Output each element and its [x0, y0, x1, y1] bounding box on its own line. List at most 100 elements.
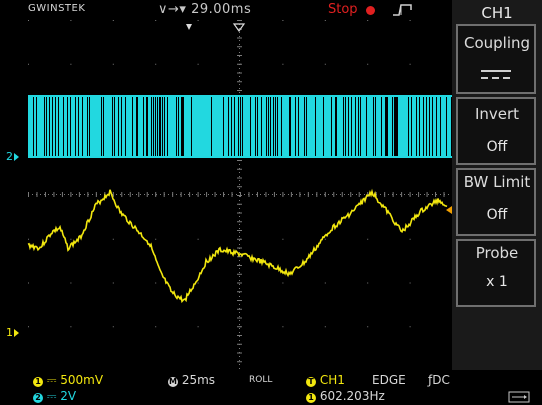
ch1-scale-value: 500mV	[60, 373, 104, 387]
ch2-signal-gap	[101, 97, 102, 156]
ch2-signal-gap	[147, 97, 148, 156]
ch2-signal-gap	[366, 97, 367, 156]
ch2-signal-gap	[304, 97, 305, 156]
ch2-signal-gap	[238, 97, 239, 156]
ch2-signal-gap	[387, 97, 388, 156]
ch2-signal-gap	[395, 97, 396, 156]
ch2-signal-gap	[257, 97, 258, 156]
ch2-signal-gap	[440, 97, 441, 156]
ch2-signal-gap	[46, 97, 47, 156]
ch2-signal-gap	[78, 97, 79, 156]
ch2-signal-gap	[49, 97, 50, 156]
ch2-signal-gap	[44, 97, 45, 156]
dc-coupling-small-icon: ⎓	[46, 373, 57, 387]
ch2-signal-gap	[432, 97, 433, 156]
acquisition-mode: ROLL	[249, 375, 273, 385]
ch2-signal-gap	[242, 97, 243, 156]
time-scale: M 25ms	[168, 373, 215, 387]
invert-value: Off	[486, 139, 508, 155]
ch2-signal-gap	[132, 97, 133, 156]
probe-label: Probe	[475, 244, 519, 262]
ch2-signal-gap	[331, 97, 332, 156]
ch2-signal-gap	[137, 97, 138, 156]
ch2-signal-gap	[89, 97, 90, 156]
ch2-signal-gap	[451, 97, 452, 156]
ch2-marker-label: 2	[6, 150, 13, 163]
ch2-signal-gap	[281, 97, 282, 156]
menu-title: CH1	[481, 4, 513, 22]
ch2-signal-gap	[183, 97, 184, 156]
ch2-signal-gap	[181, 97, 182, 156]
ch2-signal-gap	[345, 97, 346, 156]
ch2-signal-gap	[167, 97, 168, 156]
ch2-signal-gap	[315, 97, 316, 156]
stop-indicator-icon	[366, 6, 375, 15]
horizontal-position: ∨→▾ 29.00ms	[158, 2, 251, 17]
ch2-signal-gap	[157, 97, 158, 156]
ch2-signal-gap	[298, 97, 299, 156]
time-scale-value: 25ms	[181, 373, 216, 387]
ch2-ground-marker	[14, 153, 19, 161]
ch2-signal-gap	[323, 97, 324, 156]
frequency-badge-icon: 1	[306, 393, 316, 403]
ch2-signal-gap	[160, 97, 161, 156]
ch2-signal-gap	[261, 97, 262, 156]
horizontal-position-value: 29.00ms	[191, 2, 252, 17]
ch2-signal-gap	[164, 97, 165, 156]
ch2-signal-gap	[103, 97, 104, 156]
horizontal-position-icon: ∨→▾	[158, 2, 192, 17]
ch2-signal-gap	[358, 97, 359, 156]
ch2-signal-gap	[348, 97, 349, 156]
frequency-readout: 1 602.203Hz	[306, 389, 385, 403]
ch2-signal-gap	[270, 97, 271, 156]
bw-limit-softkey[interactable]	[456, 168, 536, 236]
invert-softkey[interactable]	[456, 97, 536, 165]
ch2-signal-gap	[397, 97, 398, 156]
ch2-signal-gap	[343, 97, 344, 156]
ch2-signal-gap	[275, 97, 276, 156]
ch2-signal-gap	[360, 97, 361, 156]
ch2-signal-gap	[136, 97, 137, 156]
brand-logo: GWINSTEK	[28, 3, 86, 14]
ch1-ground-marker	[14, 329, 19, 337]
trigger-coupling-value: DC	[432, 373, 450, 387]
ch2-signal-gap	[351, 97, 352, 156]
coupling-softkey[interactable]	[456, 24, 536, 94]
ch2-signal-gap	[228, 97, 229, 156]
horizontal-center-marker	[232, 23, 246, 33]
rising-edge-trigger-icon	[393, 4, 412, 16]
ch1-marker-label: 1	[6, 326, 13, 339]
ch2-signal-gap	[385, 97, 386, 156]
ch2-signal-gap	[336, 97, 337, 156]
ch2-signal-gap	[250, 97, 251, 156]
ch2-signal-gap	[151, 97, 152, 156]
ch2-signal-gap	[231, 97, 232, 156]
ch2-signal-gap	[436, 97, 437, 156]
edge-slope-icon: ƒ	[428, 373, 433, 387]
ch2-signal-gap	[392, 97, 393, 156]
ch2-signal-gap	[155, 97, 156, 156]
ch2-signal-gap	[75, 97, 76, 156]
ch2-scale-value: 2V	[60, 389, 77, 403]
ch1-waveform	[27, 188, 448, 304]
ch2-signal-gap	[176, 97, 177, 156]
ch2-signal-gap	[423, 97, 424, 156]
trigger-coupling: ƒDC	[428, 373, 450, 387]
ch2-signal-gap	[289, 97, 290, 156]
ch2-signal-gap	[52, 97, 53, 156]
ch2-signal-gap	[182, 97, 183, 156]
probe-softkey[interactable]	[456, 239, 536, 307]
ch2-signal-gap	[125, 97, 126, 156]
ch2-signal-gap	[426, 97, 427, 156]
ch2-signal-gap	[67, 97, 68, 156]
bw-limit-value: Off	[486, 207, 508, 223]
ch2-signal-gap	[121, 97, 122, 156]
ch2-signal-gap	[58, 97, 59, 156]
top-status-bar: GWINSTEK ∨→▾ 29.00ms Stop	[0, 0, 452, 20]
ch2-signal-gap	[240, 97, 241, 156]
ch2-signal-gap	[335, 97, 336, 156]
ch2-signal-gap	[146, 97, 147, 156]
ch2-signal-gap	[33, 97, 34, 156]
run-state: Stop	[328, 2, 358, 17]
ch2-signal-gap	[295, 97, 296, 156]
